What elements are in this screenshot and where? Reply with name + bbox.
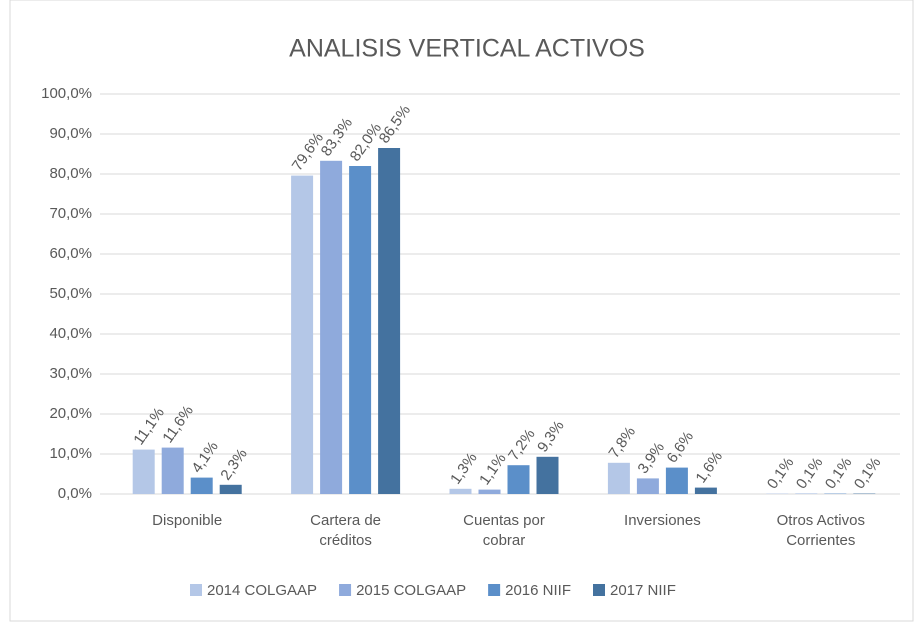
y-tick-label: 60,0% — [49, 245, 92, 262]
legend-swatch — [190, 584, 202, 596]
x-tick-label: Inversiones — [624, 512, 701, 529]
bar — [636, 478, 659, 494]
legend-swatch — [488, 584, 501, 596]
bar — [291, 175, 314, 494]
bar — [478, 489, 501, 494]
bar — [665, 467, 688, 494]
y-tick-label: 40,0% — [49, 325, 92, 342]
y-tick-label: 0,0% — [58, 485, 92, 502]
legend-label: 2017 NIIF — [610, 582, 676, 599]
x-tick-label: Otros Activos Corrientes — [776, 512, 865, 549]
chart-title: ANALISIS VERTICAL ACTIVOS — [289, 35, 645, 63]
bar — [449, 488, 472, 494]
bar — [320, 160, 343, 495]
y-tick-label: 80,0% — [49, 165, 92, 182]
x-tick-label: Cuentas por cobrar — [463, 512, 545, 549]
x-tick-label: Cartera de créditos — [310, 512, 382, 549]
y-tick-label: 70,0% — [49, 205, 92, 222]
legend-swatch — [339, 584, 352, 596]
legend-label: 2016 NIIF — [505, 582, 571, 599]
y-tick-label: 20,0% — [49, 405, 92, 422]
x-tick-label: Disponible — [152, 512, 223, 529]
bar — [132, 449, 155, 494]
y-tick-label: 30,0% — [49, 365, 92, 382]
legend-label: 2015 COLGAAP — [356, 582, 466, 599]
bar — [536, 456, 559, 494]
y-tick-label: 90,0% — [49, 125, 92, 142]
bar — [190, 477, 213, 494]
legend-swatch — [593, 584, 605, 596]
bar — [694, 487, 717, 494]
bar — [161, 447, 184, 494]
bar — [507, 465, 530, 494]
bar — [349, 166, 372, 494]
legend-label: 2014 COLGAAP — [207, 582, 317, 599]
y-tick-label: 100,0% — [41, 85, 92, 102]
chart-frame — [9, 0, 914, 622]
y-tick-label: 50,0% — [49, 285, 92, 302]
bar — [219, 484, 242, 494]
bar — [378, 148, 401, 494]
bar — [607, 462, 630, 494]
y-tick-label: 10,0% — [49, 445, 92, 462]
